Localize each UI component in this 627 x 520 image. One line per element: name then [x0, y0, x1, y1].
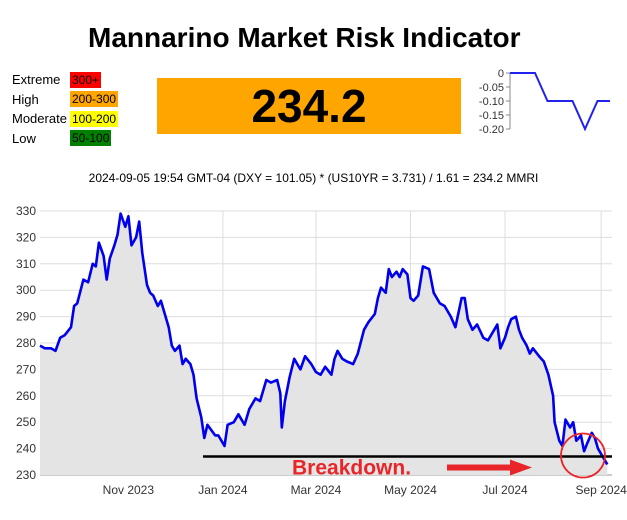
current-value-box: 234.2 [157, 78, 461, 134]
breakdown-circle [560, 432, 606, 479]
mini-series-line [510, 72, 610, 132]
legend-row-low: Low 50-100 [12, 129, 118, 149]
legend-range-swatch: 200-300 [70, 91, 119, 108]
y-tick-label: 280 [16, 336, 36, 350]
y-tick-label: 330 [16, 204, 36, 218]
y-tick-label: 270 [16, 362, 36, 376]
y-tick-label: 290 [16, 310, 36, 324]
chart-title: Mannarino Market Risk Indicator [88, 22, 521, 53]
mini-y-tick-label: -0.20 [479, 124, 504, 136]
legend-label: Extreme [12, 72, 61, 88]
legend-label: Low [12, 130, 36, 146]
mini-y-tick-label: -0.05 [479, 82, 504, 94]
y-tick-label: 250 [16, 415, 36, 429]
x-tick-label: Mar 2024 [291, 483, 342, 497]
x-tick-label: Nov 2023 [103, 483, 155, 497]
legend-label: High [12, 91, 39, 107]
x-tick-label: Jul 2024 [482, 483, 528, 497]
risk-legend: Extreme 300+ High 200-300 Moderate 100-2… [12, 70, 119, 149]
y-tick-label: 310 [16, 257, 36, 271]
mini-y-tick-label: -0.10 [479, 96, 504, 108]
series-area-fill [40, 213, 608, 475]
formula-text: 2024-09-05 19:54 GMT-04 (DXY = 101.05) *… [88, 171, 539, 185]
legend-label: Moderate [12, 111, 67, 127]
legend-range-swatch: 300+ [70, 71, 102, 88]
legend-range-swatch: 100-200 [70, 110, 119, 127]
breakdown-arrow-shaft [447, 464, 512, 471]
legend-row-high: High 200-300 [12, 90, 119, 110]
breakdown-arrow-head [510, 459, 532, 476]
mini-y-tick-label: -0.15 [479, 110, 504, 122]
y-tick-label: 300 [16, 283, 36, 297]
legend-row-extreme: Extreme 300+ [12, 70, 118, 90]
y-tick-label: 240 [16, 442, 36, 456]
mini-change-chart: 0 -0.05 -0.10 -0.15 -0.20 [479, 68, 610, 136]
x-tick-label: May 2024 [384, 483, 437, 497]
current-value: 234.2 [251, 80, 367, 132]
mini-y-tick-label: 0 [498, 68, 504, 80]
y-tick-label: 230 [16, 468, 36, 482]
y-tick-label: 260 [16, 389, 36, 403]
x-tick-label: Sep 2024 [575, 483, 627, 497]
legend-row-moderate: Moderate 100-200 [12, 109, 119, 129]
legend-range-swatch: 50-100 [70, 130, 112, 147]
mmri-history-chart: 230 240 250 260 270 280 290 300 310 320 330 Nov 202… [16, 204, 627, 497]
y-tick-label: 320 [16, 230, 36, 244]
series-line [39, 212, 609, 466]
breakdown-label: Breakdown. [292, 457, 411, 480]
x-tick-label: Jan 2024 [198, 483, 248, 497]
